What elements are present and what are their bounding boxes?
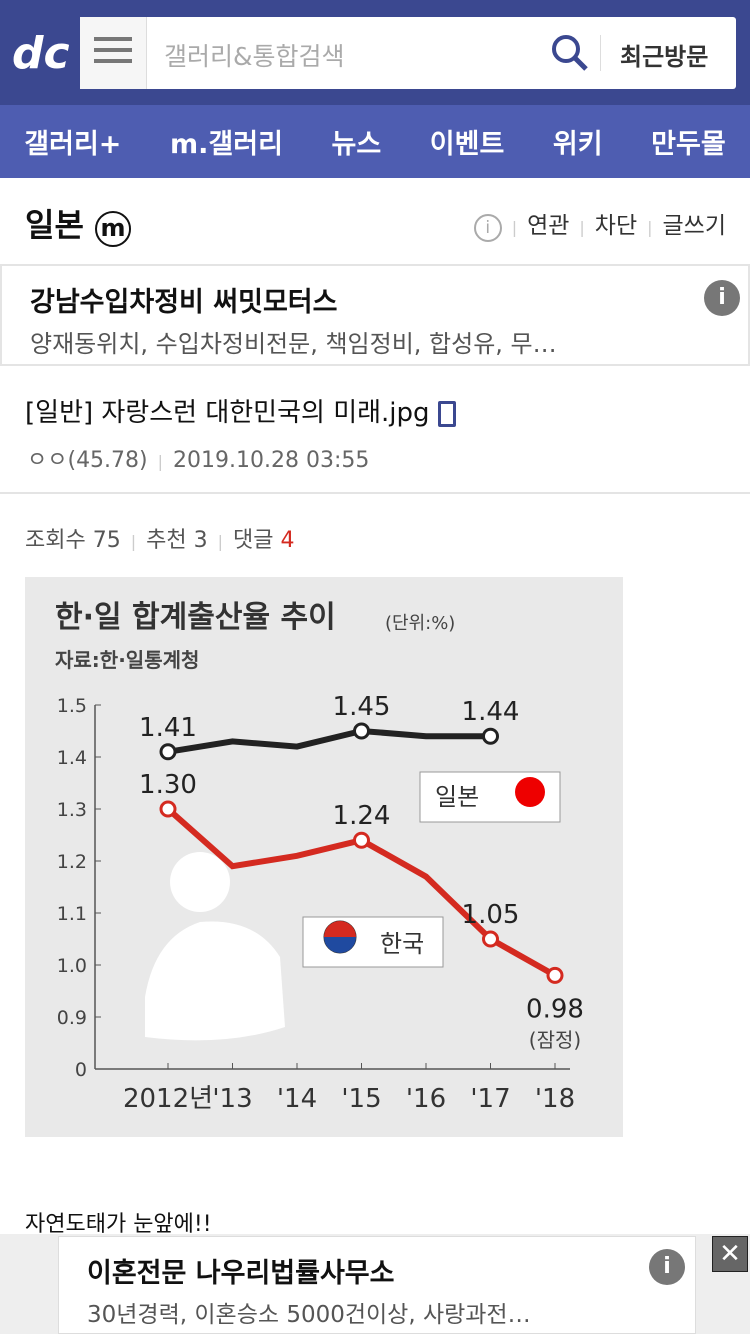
logo[interactable]: dc xyxy=(12,28,70,79)
y-tick-label: 1.1 xyxy=(57,903,87,925)
nav-item[interactable]: 위키 xyxy=(552,129,603,160)
x-tick-label: '17 xyxy=(470,1084,510,1114)
chart-title: 한·일 합계출산율 추이 xyxy=(55,600,336,635)
ad-desc: 양재동위치, 수입차정비전문, 책임정비, 합성유, 무… xyxy=(30,330,557,358)
x-tick-label: '15 xyxy=(341,1084,381,1114)
stat-label: 추천 xyxy=(146,528,187,553)
point xyxy=(159,743,177,761)
menu-button[interactable] xyxy=(80,17,147,89)
point xyxy=(482,727,499,745)
data-label: 1.41 xyxy=(139,713,197,743)
chart-unit: (단위:%) xyxy=(385,613,455,634)
chart-image: 한·일 합계출산율 추이 (단위:%) 자료:한·일통계청 (잠정) 일본 한국… xyxy=(25,577,623,1137)
post-meta: ㅇㅇ(45.78) | 2019.10.28 03:55 xyxy=(27,448,370,473)
y-tick-label: 1.3 xyxy=(57,799,87,821)
ad-desc: 30년경력, 이혼승소 5000건이상, 사랑과전… xyxy=(87,1302,531,1328)
stat-label: 조회수 xyxy=(25,528,86,553)
y-tick-label: 1.4 xyxy=(57,747,87,769)
data-label: 1.24 xyxy=(333,801,391,831)
stat-value: 75 xyxy=(92,528,121,553)
y-tick-label: 0.9 xyxy=(57,1007,87,1029)
data-label: 1.05 xyxy=(462,900,520,930)
search-box[interactable]: 갤러리&통합검색 최근방문 xyxy=(80,17,736,89)
data-label: 1.44 xyxy=(462,697,520,727)
search-placeholder: 갤러리&통합검색 xyxy=(164,42,345,71)
gallery-action[interactable]: 차단 xyxy=(594,213,638,239)
point xyxy=(482,930,499,948)
nav-bar: 갤러리+ m.갤러리 뉴스 이벤트 위키 만두몰 xyxy=(0,105,750,178)
ad-bottom-bar: 이혼전문 나우리법률사무소 30년경력, 이혼승소 5000건이상, 사랑과전…… xyxy=(0,1234,750,1334)
legend-label: 한국 xyxy=(380,930,424,958)
post-author: ㅇㅇ(45.78) xyxy=(27,448,148,473)
point xyxy=(353,722,370,740)
search-icon[interactable] xyxy=(550,33,590,73)
ad-title: 강남수입차정비 써밋모터스 xyxy=(30,287,338,318)
post-stats: 조회수 75 | 추천 3 | 댓글 4 xyxy=(25,528,295,553)
ad-bottom[interactable]: 이혼전문 나우리법률사무소 30년경력, 이혼승소 5000건이상, 사랑과전…… xyxy=(58,1236,696,1334)
y-tick-label: 1.2 xyxy=(57,851,87,873)
chart-source: 자료:한·일통계청 xyxy=(55,648,199,672)
nav-item[interactable]: 만두몰 xyxy=(651,129,726,160)
close-button[interactable]: ✕ xyxy=(712,1236,748,1272)
point xyxy=(353,831,370,849)
x-tick-label: 2012년 xyxy=(123,1084,213,1114)
data-label: 1.45 xyxy=(333,692,391,722)
stat-value: 4 xyxy=(280,528,295,553)
x-tick-label: '14 xyxy=(277,1084,317,1114)
data-label: 0.98 xyxy=(526,994,584,1024)
recent-button[interactable]: 최근방문 xyxy=(620,43,709,71)
y-tick-label: 0 xyxy=(75,1059,87,1081)
stat-label: 댓글 xyxy=(233,528,274,553)
chart-annotation: (잠정) xyxy=(529,1028,581,1052)
point xyxy=(546,966,564,984)
point xyxy=(159,800,177,818)
gallery-action[interactable]: 연관 xyxy=(527,213,570,239)
y-tick-label: 1.5 xyxy=(57,695,87,717)
x-tick-label: '13 xyxy=(212,1084,252,1114)
ad-top[interactable]: 강남수입차정비 써밋모터스 양재동위치, 수입차정비전문, 책임정비, 합성유,… xyxy=(0,264,750,366)
x-tick-label: '16 xyxy=(406,1084,446,1114)
x-tick-label: '18 xyxy=(535,1084,575,1114)
nav-item[interactable]: m.갤러리 xyxy=(170,129,283,160)
legend-label: 일본 xyxy=(435,783,479,811)
post-date: 2019.10.28 03:55 xyxy=(173,448,370,473)
gallery-name[interactable]: 일본 m xyxy=(25,200,132,247)
line xyxy=(167,727,491,755)
gallery-badge: m xyxy=(95,211,132,247)
post-title-text: [일반] 자랑스런 대한민국의 미래.jpg xyxy=(25,398,430,428)
nav-item[interactable]: 뉴스 xyxy=(331,129,382,160)
gallery-title: 일본 xyxy=(25,206,84,244)
nav-item[interactable]: 이벤트 xyxy=(429,129,505,160)
data-label: 1.30 xyxy=(139,770,197,800)
post-body: 자연도태가 눈앞에!! xyxy=(25,1212,212,1237)
post-title: [일반] 자랑스런 대한민국의 미래.jpg xyxy=(25,392,456,429)
top-bar: dc 갤러리&통합검색 최근방문 xyxy=(0,0,750,105)
nav-item[interactable]: 갤러리+ xyxy=(24,129,122,160)
ad-title: 이혼전문 나우리법률사무소 xyxy=(87,1258,395,1289)
stat-value: 3 xyxy=(193,528,208,553)
gallery-action[interactable]: 글쓰기 xyxy=(662,213,726,239)
gallery-actions: i | 연관 | 차단 | 글쓰기 xyxy=(473,206,726,242)
y-tick-label: 1.0 xyxy=(57,955,87,977)
